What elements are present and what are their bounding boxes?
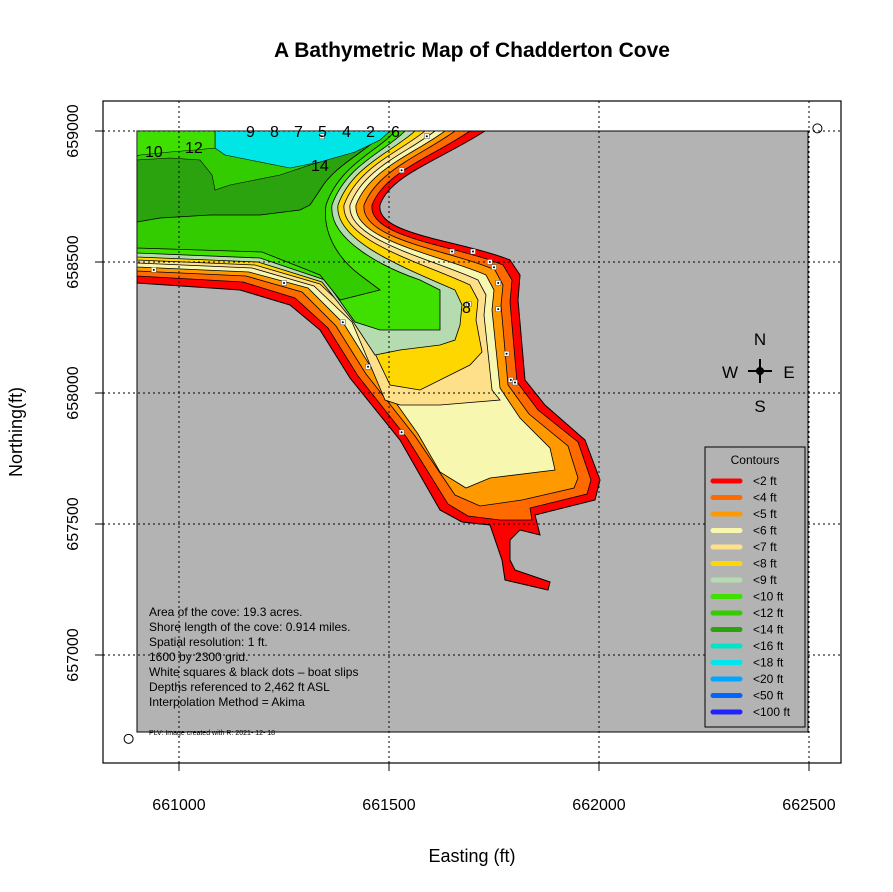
legend-label-7: <10 ft bbox=[753, 590, 784, 604]
legend-label-3: <6 ft bbox=[753, 524, 777, 538]
compass-n: N bbox=[754, 330, 766, 349]
note-interp: Interpolation Method = Akima bbox=[149, 695, 305, 709]
boat-slip-dot-5 bbox=[488, 261, 491, 263]
y-tick-3: 658500 bbox=[65, 235, 82, 288]
note-slips: White squares & black dots – boat slips bbox=[149, 665, 358, 679]
boat-slip-dot-17 bbox=[467, 302, 470, 305]
legend: Contours <2 ft <4 ft <5 ft <6 ft <7 ft <8 ft <… bbox=[704, 446, 806, 728]
contour-labels: 9 8 7 5 4 2 6 10 12 14 8 bbox=[145, 124, 471, 317]
contour-label-8b: 8 bbox=[462, 300, 471, 317]
boat-slip-dot-10 bbox=[509, 378, 512, 381]
contour-label-10: 10 bbox=[145, 144, 163, 161]
x-tick-0: 661000 bbox=[152, 797, 205, 814]
x-tick-3: 662500 bbox=[782, 797, 835, 814]
legend-label-9: <14 ft bbox=[753, 623, 784, 637]
y-axis bbox=[95, 130, 104, 656]
boat-slip-dot-6 bbox=[493, 266, 495, 269]
boat-slip-dot-9 bbox=[505, 352, 508, 355]
y-tick-2: 658000 bbox=[65, 366, 82, 419]
contour-label-6: 6 bbox=[391, 124, 400, 141]
legend-label-13: <50 ft bbox=[753, 689, 784, 703]
boat-slip-dot-1 bbox=[425, 135, 428, 138]
legend-label-12: <20 ft bbox=[753, 672, 784, 686]
note-credit: PLV: Image created with R: 2021- 12- 18 bbox=[149, 730, 275, 737]
contour-label-4: 4 bbox=[342, 124, 351, 141]
contour-label-14: 14 bbox=[311, 158, 329, 175]
boat-slips bbox=[151, 133, 518, 436]
boat-slip-dot-11 bbox=[514, 381, 516, 384]
legend-label-10: <16 ft bbox=[753, 639, 784, 653]
note-shore: Shore length of the cove: 0.914 miles. bbox=[149, 620, 350, 634]
boat-slip-dot-2 bbox=[400, 169, 403, 172]
legend-title: Contours bbox=[731, 453, 780, 467]
boat-slip-dot-16 bbox=[400, 431, 403, 434]
depth-band-lightgreen-top bbox=[137, 131, 216, 157]
x-axis-label: Easting (ft) bbox=[428, 846, 515, 866]
compass-w: W bbox=[722, 363, 738, 382]
boat-slip-dot-8 bbox=[497, 308, 500, 311]
x-tick-1: 661500 bbox=[362, 797, 415, 814]
y-axis-label: Northing(ft) bbox=[6, 387, 26, 477]
chart-title: A Bathymetric Map of Chadderton Cove bbox=[274, 39, 670, 62]
contour-label-8: 8 bbox=[270, 124, 279, 141]
note-area: Area of the cove: 19.3 acres. bbox=[149, 605, 302, 619]
legend-label-0: <2 ft bbox=[753, 474, 777, 488]
boat-slip-dot-4 bbox=[472, 250, 474, 253]
compass-e: E bbox=[783, 363, 794, 382]
boat-slip-dot-3 bbox=[451, 250, 453, 253]
compass-center bbox=[756, 367, 764, 375]
compass-s: S bbox=[754, 397, 765, 416]
note-resolution: Spatial resolution: 1 ft. bbox=[149, 635, 268, 649]
compass-rose: N W E S bbox=[722, 330, 795, 416]
corner-point-1 bbox=[812, 123, 823, 134]
boat-slip-dot-14 bbox=[341, 321, 344, 324]
y-tick-0: 657000 bbox=[65, 628, 82, 681]
boat-slip-dot-13 bbox=[283, 281, 285, 284]
contour-label-2: 2 bbox=[366, 124, 375, 141]
legend-label-14: <100 ft bbox=[753, 705, 791, 719]
note-grid: 1600 by 2300 grid. bbox=[149, 650, 248, 664]
contour-label-9: 9 bbox=[246, 124, 255, 141]
contour-label-5: 5 bbox=[318, 124, 327, 141]
x-tick-2: 662000 bbox=[572, 797, 625, 814]
corner-points bbox=[123, 123, 823, 744]
boat-slip-dot-0 bbox=[320, 135, 323, 138]
corner-point-0 bbox=[123, 733, 134, 744]
map-notes: Area of the cove: 19.3 acres. Shore leng… bbox=[149, 605, 358, 737]
y-tick-4: 659000 bbox=[65, 104, 82, 157]
contour-label-7: 7 bbox=[294, 124, 303, 141]
boat-slip-dot-7 bbox=[497, 281, 500, 284]
x-axis bbox=[178, 762, 810, 771]
legend-label-2: <5 ft bbox=[753, 507, 777, 521]
y-tick-1: 657500 bbox=[65, 497, 82, 550]
legend-label-8: <12 ft bbox=[753, 606, 784, 620]
boat-slip-dot-15 bbox=[367, 365, 369, 368]
legend-label-5: <8 ft bbox=[753, 557, 777, 571]
legend-label-1: <4 ft bbox=[753, 491, 777, 505]
note-depths: Depths referenced to 2,462 ft ASL bbox=[149, 680, 330, 694]
contour-label-12: 12 bbox=[185, 140, 203, 157]
boat-slip-dot-12 bbox=[152, 268, 155, 271]
legend-label-11: <18 ft bbox=[753, 656, 784, 670]
legend-label-6: <9 ft bbox=[753, 573, 777, 587]
legend-label-4: <7 ft bbox=[753, 540, 777, 554]
depth-band-deep bbox=[214, 131, 391, 169]
